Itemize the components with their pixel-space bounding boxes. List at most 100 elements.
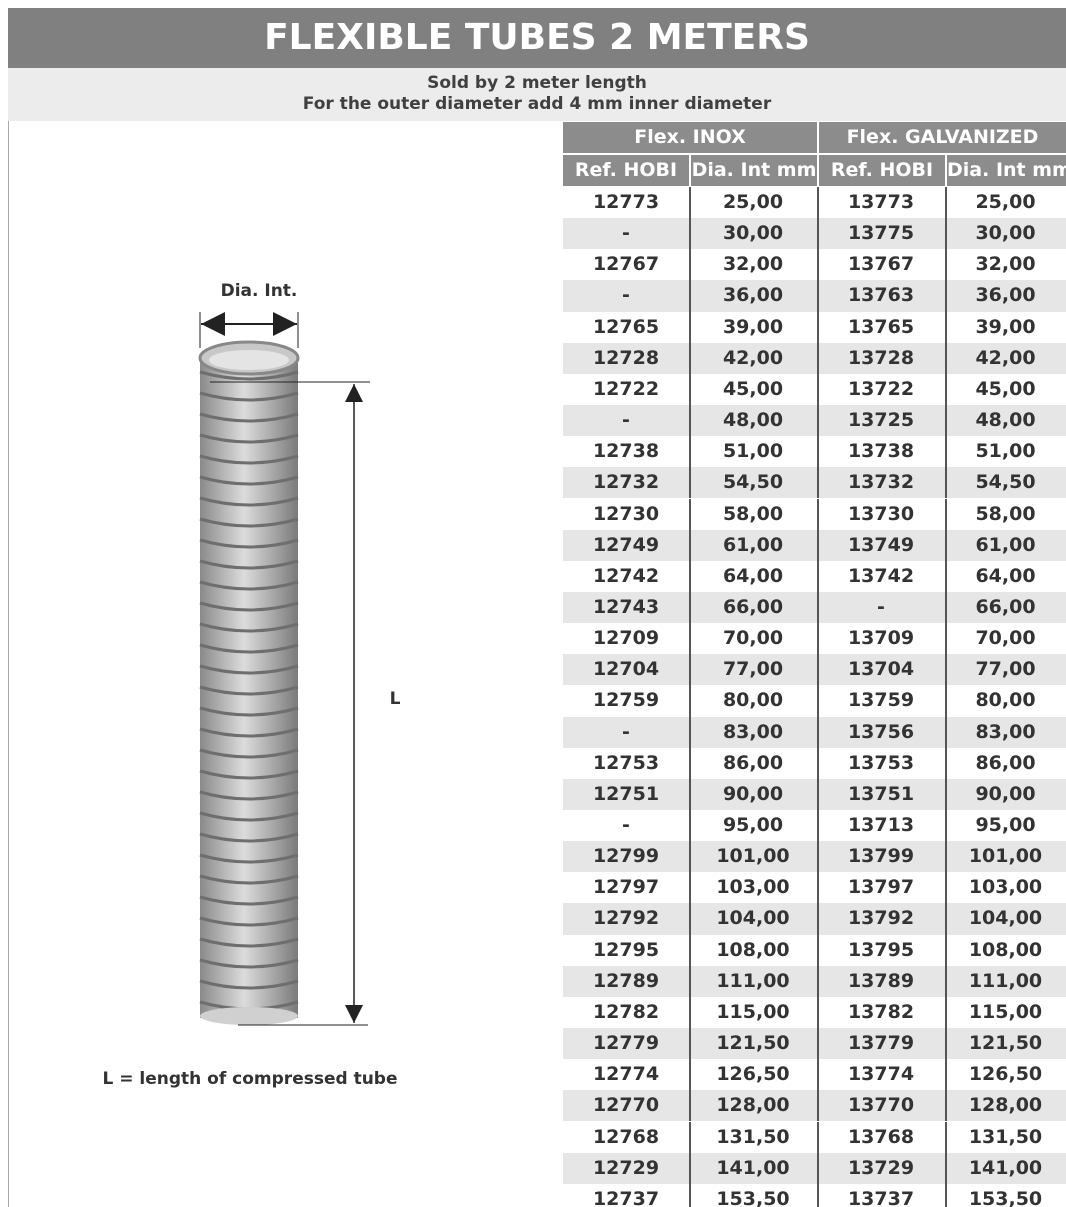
- table-cell: 77,00: [689, 654, 817, 686]
- table-cell: 86,00: [689, 747, 817, 779]
- table-cell: 83,00: [689, 716, 817, 748]
- table-cell: 13709: [817, 623, 945, 655]
- tube-ring: [199, 727, 299, 738]
- caption: L = length of compressed tube: [102, 1069, 397, 1089]
- table-cell: 13792: [817, 903, 945, 935]
- column-divider: [689, 1028, 691, 1060]
- table-cell: -: [563, 716, 689, 748]
- tube-ring: [199, 580, 299, 591]
- table-cell: 66,00: [945, 591, 1066, 624]
- table-cell: 126,50: [689, 1059, 817, 1091]
- table-cell: 90,00: [689, 778, 817, 810]
- table-cell: 25,00: [689, 187, 817, 219]
- table-cell: 51,00: [689, 436, 817, 468]
- column-divider: [689, 1183, 691, 1207]
- table-cell: 101,00: [945, 841, 1066, 873]
- table-cell: 12799: [563, 841, 689, 873]
- table-cell: 12704: [563, 654, 689, 686]
- tube-ring: [199, 958, 299, 969]
- table-cell: 12795: [563, 934, 689, 966]
- table-cell: 80,00: [945, 685, 1066, 717]
- column-divider: [945, 436, 947, 468]
- column-divider: [817, 965, 819, 997]
- table-cell: 13732: [817, 467, 945, 499]
- column-divider: [817, 591, 819, 624]
- tube-ring: [199, 832, 299, 843]
- tube-ring: [199, 475, 299, 486]
- tube-ring: [199, 895, 299, 906]
- table-cell: 36,00: [945, 280, 1066, 312]
- table-cell: 13751: [817, 778, 945, 810]
- table-cell: 12753: [563, 747, 689, 779]
- tube-ring: [199, 874, 299, 885]
- table-cell: 13725: [817, 405, 945, 437]
- tube-ring: [199, 496, 299, 507]
- table-cell: 64,00: [945, 560, 1066, 592]
- table-cell: 12765: [563, 311, 689, 343]
- tube-ring: [199, 664, 299, 675]
- column-divider: [945, 1152, 947, 1184]
- column-divider: [945, 1090, 947, 1122]
- table-cell: 13789: [817, 965, 945, 997]
- table-cell: 13799: [817, 841, 945, 873]
- table-cell: 111,00: [945, 965, 1066, 997]
- table-cell: 141,00: [689, 1152, 817, 1184]
- table-cell: 39,00: [689, 311, 817, 343]
- table-cell: 13767: [817, 249, 945, 281]
- table-cell: 12789: [563, 965, 689, 997]
- table-cell: 13728: [817, 342, 945, 374]
- table-cell: 70,00: [689, 623, 817, 655]
- column-divider: [817, 405, 819, 437]
- column-divider: [689, 623, 691, 655]
- column-divider: [945, 529, 947, 561]
- column-divider: [817, 249, 819, 281]
- table-cell: 77,00: [945, 654, 1066, 686]
- column-divider: [689, 841, 691, 873]
- table-cell: 45,00: [689, 373, 817, 406]
- tube-ring: [199, 601, 299, 612]
- table-cell: 12768: [563, 1121, 689, 1153]
- table-cell: 12779: [563, 1028, 689, 1060]
- table-cell: 115,00: [945, 996, 1066, 1029]
- tube-ring: [199, 538, 299, 549]
- column-divider: [689, 436, 691, 468]
- column-divider: [817, 778, 819, 810]
- table-cell: Flex. INOX: [563, 122, 817, 153]
- table-cell: 61,00: [945, 529, 1066, 561]
- tube-ring: [199, 790, 299, 801]
- table-cell: 86,00: [945, 747, 1066, 779]
- table-cell: 153,50: [689, 1183, 817, 1207]
- column-divider: [817, 1059, 819, 1091]
- column-divider: [689, 996, 691, 1029]
- column-divider: [689, 280, 691, 312]
- column-divider: [689, 405, 691, 437]
- diagram: Dia. Int. L L = length of compressed tub…: [102, 281, 400, 1089]
- column-divider: [817, 716, 819, 748]
- table-cell: 128,00: [945, 1090, 1066, 1122]
- table-cell: 36,00: [689, 280, 817, 312]
- column-divider: [817, 996, 819, 1029]
- tube-ring: [200, 1007, 298, 1025]
- column-divider: [945, 373, 947, 406]
- tube-ring: [199, 433, 299, 444]
- column-divider: [817, 1183, 819, 1207]
- table-cell: 13704: [817, 654, 945, 686]
- column-divider: [817, 311, 819, 343]
- table-cell: 13749: [817, 529, 945, 561]
- column-divider: [817, 810, 819, 842]
- table-cell: 30,00: [945, 218, 1066, 250]
- table-cell: 13773: [817, 187, 945, 219]
- column-divider: [689, 903, 691, 935]
- title: FLEXIBLE TUBES 2 METERS: [8, 8, 1066, 68]
- column-divider: [817, 467, 819, 499]
- column-divider: [945, 218, 947, 250]
- table-cell: -: [563, 405, 689, 437]
- table-cell: 95,00: [945, 810, 1066, 842]
- table-cell: 13730: [817, 498, 945, 530]
- table-cell: -: [817, 591, 945, 624]
- table-cell: 12737: [563, 1183, 689, 1207]
- column-divider: [945, 747, 947, 779]
- table-cell: 13782: [817, 996, 945, 1029]
- column-divider: [689, 747, 691, 779]
- table-cell: 48,00: [689, 405, 817, 437]
